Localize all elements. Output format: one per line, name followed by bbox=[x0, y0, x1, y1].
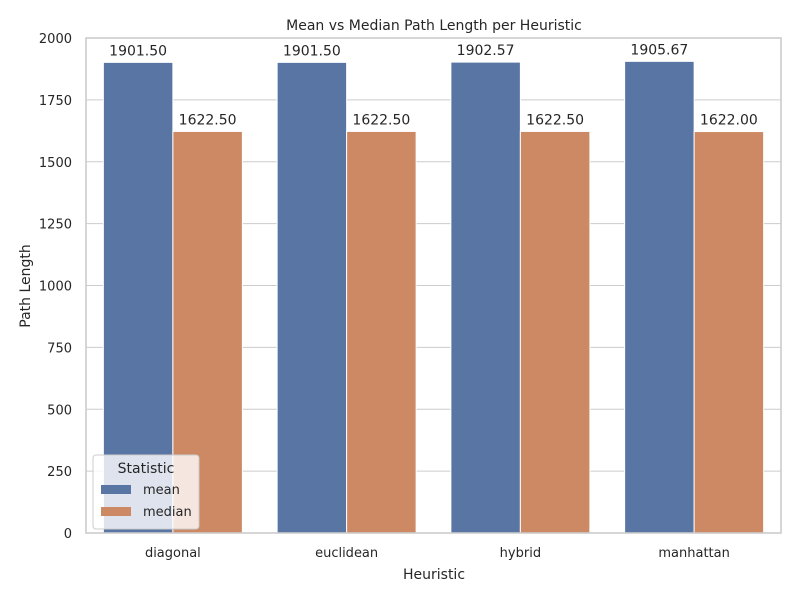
y-tick-label: 750 bbox=[47, 341, 72, 356]
bar-median-euclidean bbox=[346, 130, 417, 534]
bars bbox=[102, 60, 765, 534]
y-tick-label: 1250 bbox=[39, 218, 72, 233]
y-axis-title: Path Length bbox=[18, 244, 34, 328]
bar-label-median-manhattan: 1622.00 bbox=[700, 113, 758, 129]
legend: Statistic mean median bbox=[92, 454, 200, 530]
plot-frame bbox=[85, 37, 782, 534]
bar-mean-manhattan bbox=[624, 60, 695, 534]
bar-mean-euclidean bbox=[276, 61, 348, 534]
x-tick-label-diagonal: diagonal bbox=[145, 546, 201, 561]
bar-value-labels: 1901.50 1622.50 1901.50 1622.50 1902.57 1622.… bbox=[109, 42, 758, 128]
x-tick-label-euclidean: euclidean bbox=[315, 546, 378, 561]
y-tick-label: 500 bbox=[47, 403, 72, 418]
legend-swatch-mean bbox=[101, 485, 131, 494]
bar-label-median-euclidean: 1622.50 bbox=[352, 112, 410, 128]
y-tick-label: 1750 bbox=[39, 94, 72, 109]
y-tick-label: 0 bbox=[64, 527, 72, 542]
legend-label-mean: mean bbox=[143, 483, 180, 498]
bar-median-hybrid bbox=[519, 130, 591, 534]
bar-mean-hybrid bbox=[450, 61, 521, 534]
y-axis-ticks: 0 250 500 750 1000 1250 1500 1750 2000 bbox=[39, 32, 72, 542]
x-tick-label-manhattan: manhattan bbox=[658, 546, 729, 561]
x-axis-ticks: diagonal euclidean hybrid manhattan bbox=[145, 546, 730, 561]
bar-label-mean-diagonal: 1901.50 bbox=[109, 43, 167, 59]
bar-label-median-diagonal: 1622.50 bbox=[179, 112, 237, 128]
y-tick-label: 1000 bbox=[39, 280, 72, 295]
legend-swatch-median bbox=[101, 507, 131, 516]
legend-title: Statistic bbox=[118, 461, 175, 477]
x-axis-title: Heuristic bbox=[403, 567, 465, 583]
bar-label-mean-euclidean: 1901.50 bbox=[283, 43, 341, 59]
bar-median-manhattan bbox=[693, 131, 765, 534]
bar-label-mean-hybrid: 1902.57 bbox=[457, 43, 515, 59]
chart-title: Mean vs Median Path Length per Heuristic bbox=[286, 18, 582, 34]
bar-label-mean-manhattan: 1905.67 bbox=[630, 42, 688, 58]
x-tick-label-hybrid: hybrid bbox=[500, 546, 541, 561]
legend-label-median: median bbox=[143, 505, 192, 520]
y-tick-label: 250 bbox=[47, 465, 72, 480]
y-tick-label: 2000 bbox=[39, 32, 72, 47]
y-tick-label: 1500 bbox=[39, 156, 72, 171]
bar-label-median-hybrid: 1622.50 bbox=[526, 112, 584, 128]
